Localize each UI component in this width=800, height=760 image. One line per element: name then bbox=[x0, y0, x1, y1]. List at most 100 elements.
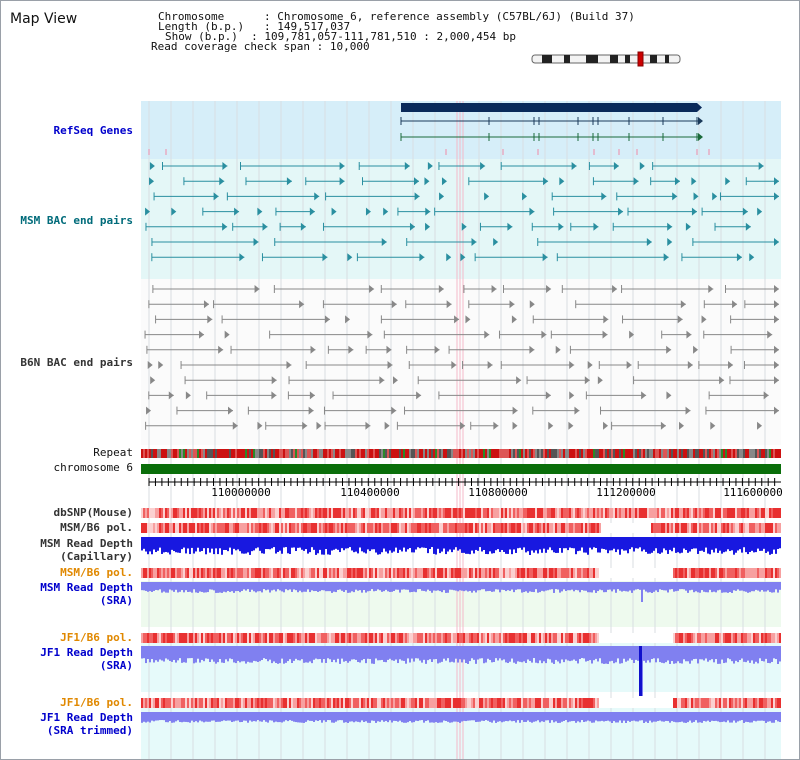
jf1-pol-strip-2 bbox=[227, 698, 229, 708]
msm-depth-sra-bar bbox=[735, 582, 737, 591]
jf1-depth-trim-bar bbox=[543, 712, 545, 722]
jf1-depth-trim-bar bbox=[259, 712, 261, 722]
dbsnp-strip bbox=[305, 508, 307, 518]
msm-depth-capillary-bar bbox=[757, 537, 759, 549]
msm-depth-sra-bar bbox=[575, 582, 577, 590]
msm-pol-strip-1 bbox=[455, 523, 457, 533]
repeat-block bbox=[477, 449, 479, 458]
repeat-block bbox=[267, 449, 269, 458]
msm-pol-strip-2 bbox=[741, 568, 743, 578]
msm-depth-sra-bar bbox=[201, 582, 203, 592]
jf1-pol-strip-2 bbox=[175, 698, 177, 708]
msm-pol-strip-2 bbox=[447, 568, 449, 578]
msm-depth-capillary-bar bbox=[287, 537, 289, 554]
msm-pol-strip-2 bbox=[177, 568, 179, 578]
msm-depth-capillary-bar bbox=[323, 537, 325, 555]
dbsnp-strip bbox=[505, 508, 507, 518]
jf1-depth-trim-bar bbox=[253, 712, 255, 722]
msm-depth-sra-bar bbox=[309, 582, 311, 593]
jf1-depth-sra-bar bbox=[673, 646, 675, 664]
jf1-depth-trim-bar bbox=[575, 712, 577, 723]
jf1-depth-trim-bar bbox=[609, 712, 611, 722]
msm-pol-strip-2 bbox=[561, 568, 563, 578]
msm-depth-capillary-bar bbox=[765, 537, 767, 553]
msm-depth-capillary-bar bbox=[695, 537, 697, 549]
msm-pol-strip-1 bbox=[759, 523, 761, 533]
msm-depth-sra-bar bbox=[759, 582, 761, 592]
msm-pol-strip-2 bbox=[467, 568, 469, 578]
jf1-depth-sra-bar bbox=[711, 646, 713, 660]
jf1-depth-trim-bar bbox=[321, 712, 323, 723]
repeat-block bbox=[481, 449, 483, 458]
msm-depth-sra-bar bbox=[523, 582, 525, 593]
jf1-pol-strip-2 bbox=[305, 698, 307, 708]
jf1-depth-trim-bar bbox=[467, 712, 469, 721]
jf1-depth-sra-bar bbox=[707, 646, 709, 662]
jf1-pol-strip-1 bbox=[191, 633, 193, 643]
jf1-depth-trim-bar bbox=[157, 712, 159, 721]
jf1-pol-strip-2 bbox=[489, 698, 491, 708]
repeat-block bbox=[375, 449, 377, 458]
repeat-block bbox=[283, 449, 285, 458]
jf1-pol-strip-1 bbox=[431, 633, 433, 643]
jf1-pol-strip-1 bbox=[223, 633, 225, 643]
msm-depth-sra-bar bbox=[281, 582, 283, 592]
msm-depth-sra-bar bbox=[293, 582, 295, 590]
msm-pol-strip-2 bbox=[303, 568, 305, 578]
msm-pol-strip-1 bbox=[295, 523, 297, 533]
jf1-depth-trim-bar bbox=[675, 712, 677, 723]
jf1-depth-trim-bar bbox=[403, 712, 405, 723]
jf1-pol-strip-1 bbox=[703, 633, 705, 643]
repeat-block bbox=[593, 449, 595, 458]
jf1-pol-strip-2 bbox=[161, 698, 163, 708]
msm-depth-sra-bar bbox=[623, 582, 625, 591]
msm-depth-sra-bar bbox=[301, 582, 303, 593]
jf1-depth-trim-bar bbox=[281, 712, 283, 723]
msm-pol-strip-1 bbox=[673, 523, 675, 533]
msm-pol-strip-2 bbox=[141, 568, 143, 578]
msm-pol-strip-1 bbox=[701, 523, 703, 533]
jf1-pol-strip-2 bbox=[441, 698, 443, 708]
msm-pol-strip-2 bbox=[761, 568, 763, 578]
jf1-pol-strip-2 bbox=[747, 698, 749, 708]
jf1-pol-strip-2 bbox=[275, 698, 277, 708]
msm-depth-capillary-bar bbox=[421, 537, 423, 548]
dbsnp-strip bbox=[499, 508, 501, 518]
msm-pol-strip-1 bbox=[245, 523, 247, 533]
msm-depth-capillary-bar bbox=[717, 537, 719, 553]
jf1-pol-strip-2 bbox=[153, 698, 155, 708]
dbsnp-strip bbox=[279, 508, 281, 518]
jf1-depth-sra-bar bbox=[607, 646, 609, 664]
jf1-pol-strip-2 bbox=[697, 698, 699, 708]
msm-depth-sra-bar bbox=[477, 582, 479, 591]
msm-pol-strip-1 bbox=[379, 523, 381, 533]
msm-depth-capillary-bar bbox=[689, 537, 691, 552]
msm-depth-sra-bar bbox=[305, 582, 307, 592]
repeat-block bbox=[729, 449, 731, 458]
msm-pol-strip-2 bbox=[229, 568, 231, 578]
dbsnp-strip bbox=[141, 508, 143, 518]
repeat-block bbox=[561, 449, 563, 458]
msm-pol-strip-2 bbox=[451, 568, 453, 578]
msm-depth-capillary-bar bbox=[209, 537, 211, 553]
msm-bac-single-end bbox=[347, 253, 353, 262]
msm-depth-sra-bar bbox=[345, 582, 347, 591]
msm-pol-strip-2 bbox=[375, 568, 377, 578]
msm-depth-capillary-bar bbox=[391, 537, 393, 553]
msm-depth-sra-bar bbox=[401, 582, 403, 590]
msm-pol-strip-2 bbox=[143, 568, 145, 578]
jf1-pol-strip-2 bbox=[481, 698, 483, 708]
jf1-depth-sra-bar bbox=[381, 646, 383, 660]
repeat-block bbox=[465, 449, 467, 458]
dbsnp-strip bbox=[251, 508, 253, 518]
msm-depth-sra-bar bbox=[405, 582, 407, 590]
jf1-depth-trim-bar bbox=[235, 712, 237, 721]
b6n-bac-end bbox=[541, 330, 547, 339]
repeat-block bbox=[261, 449, 263, 458]
jf1-pol-strip-2 bbox=[351, 698, 353, 708]
msm-pol-strip-1 bbox=[685, 523, 687, 533]
repeat-block bbox=[583, 449, 585, 458]
jf1-pol-strip-2 bbox=[743, 698, 745, 708]
msm-depth-capillary-bar bbox=[345, 537, 347, 549]
